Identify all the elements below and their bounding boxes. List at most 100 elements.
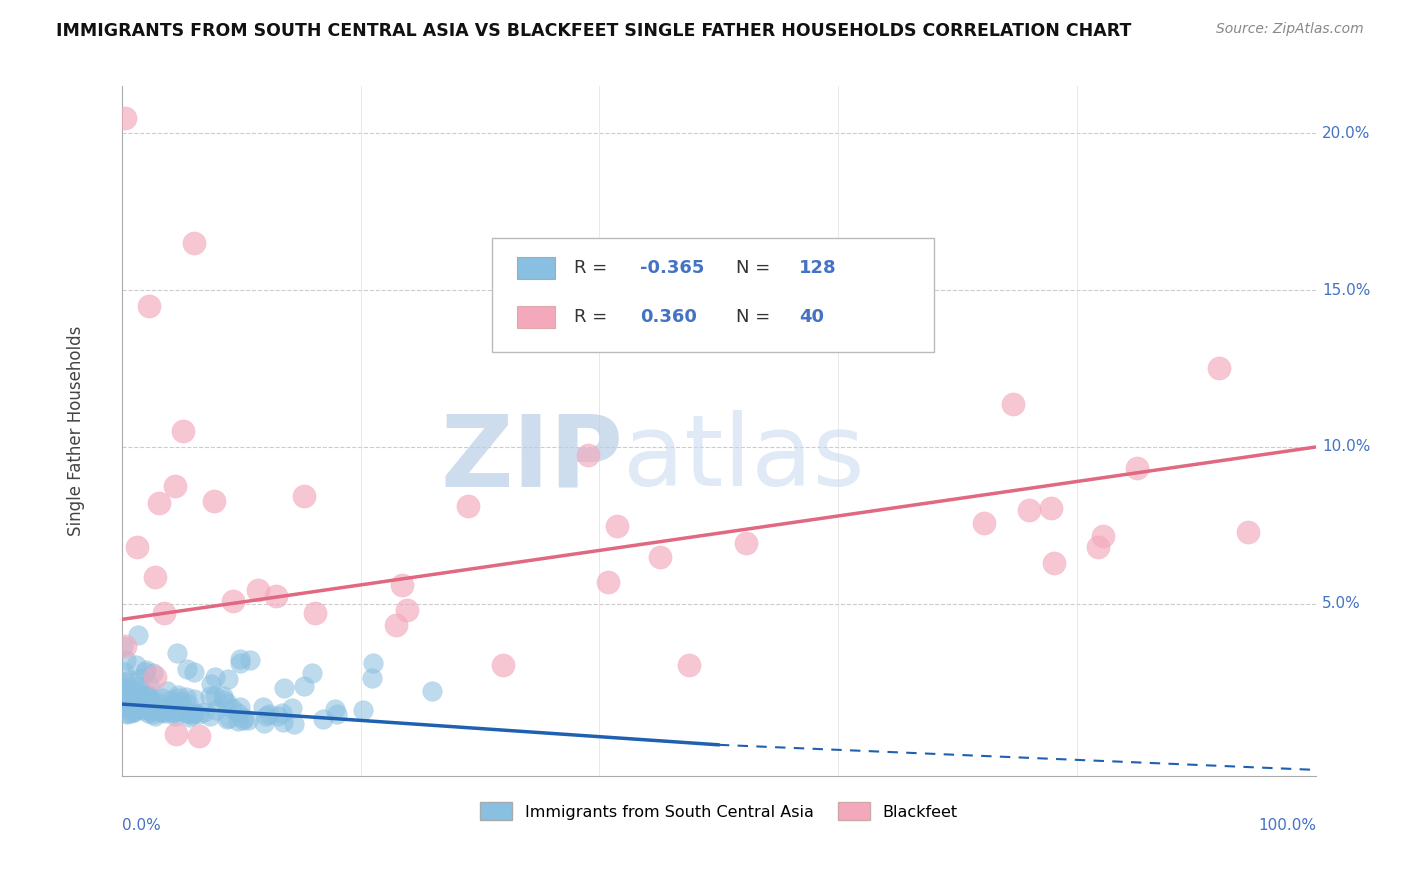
Point [166, 646, 188, 660]
Point [973, 516, 995, 531]
Point [118, 698, 141, 712]
Point [492, 658, 515, 673]
Point [267, 709, 290, 723]
Point [138, 689, 160, 703]
Point [170, 694, 193, 708]
Text: N =: N = [735, 309, 776, 326]
Point [138, 702, 160, 716]
Point [111, 687, 134, 701]
Point [420, 684, 443, 698]
Point [222, 593, 245, 607]
Point [138, 678, 160, 692]
Point [112, 639, 135, 653]
Point [150, 704, 173, 718]
Point [217, 673, 239, 687]
Point [312, 712, 335, 726]
Point [114, 111, 136, 125]
Point [152, 706, 174, 720]
Point [138, 299, 160, 313]
Text: N =: N = [735, 259, 776, 277]
Point [266, 589, 288, 603]
Point [239, 653, 262, 667]
Point [129, 672, 152, 686]
Point [135, 689, 157, 703]
Point [172, 424, 194, 438]
Point [385, 617, 408, 632]
Point [292, 489, 315, 503]
Point [163, 706, 186, 721]
Point [177, 706, 200, 720]
Point [253, 715, 276, 730]
Point [232, 711, 254, 725]
Point [122, 704, 145, 718]
Point [735, 535, 758, 549]
Point [304, 606, 326, 620]
Legend: Immigrants from South Central Asia, Blackfeet: Immigrants from South Central Asia, Blac… [474, 796, 965, 827]
Text: Single Father Households: Single Father Households [67, 326, 86, 536]
Text: 10.0%: 10.0% [1322, 440, 1371, 454]
Point [120, 687, 142, 701]
Point [136, 702, 159, 716]
Text: 0.0%: 0.0% [122, 818, 160, 832]
Point [143, 708, 166, 723]
Point [120, 687, 142, 701]
Point [115, 684, 138, 698]
Point [301, 665, 323, 680]
Text: ZIP: ZIP [440, 410, 623, 508]
Point [115, 682, 138, 697]
Text: 15.0%: 15.0% [1322, 283, 1371, 298]
Point [232, 713, 254, 727]
Point [115, 706, 138, 721]
Point [142, 706, 165, 721]
Point [143, 570, 166, 584]
Point [323, 701, 346, 715]
Point [236, 713, 259, 727]
Point [162, 697, 184, 711]
Point [117, 701, 139, 715]
Point [159, 693, 181, 707]
Point [246, 582, 269, 597]
Point [217, 696, 239, 710]
Point [188, 729, 211, 743]
Point [200, 677, 222, 691]
Point [120, 706, 142, 721]
Point [146, 695, 169, 709]
FancyBboxPatch shape [517, 257, 555, 279]
Point [678, 658, 700, 673]
Point [118, 698, 141, 712]
Point [352, 703, 374, 717]
Point [1237, 524, 1260, 539]
Point [205, 702, 228, 716]
Point [127, 628, 149, 642]
Point [166, 691, 188, 706]
Point [153, 606, 176, 620]
Point [326, 707, 349, 722]
Point [124, 682, 146, 697]
Text: 40: 40 [799, 309, 824, 326]
Point [271, 714, 294, 729]
Point [150, 702, 173, 716]
Point [596, 574, 619, 589]
Point [211, 689, 233, 703]
Point [281, 701, 304, 715]
Point [198, 690, 221, 704]
Point [226, 706, 249, 720]
Point [115, 698, 138, 713]
Point [129, 701, 152, 715]
Point [163, 709, 186, 723]
Point [163, 704, 186, 718]
Text: 100.0%: 100.0% [1258, 818, 1316, 832]
Point [150, 691, 173, 706]
Point [112, 665, 135, 679]
Point [143, 670, 166, 684]
Point [457, 499, 479, 513]
Point [114, 674, 136, 689]
Point [257, 707, 280, 722]
FancyBboxPatch shape [517, 307, 555, 328]
Point [117, 706, 139, 721]
Point [648, 549, 671, 564]
Point [122, 705, 145, 719]
Point [148, 705, 170, 719]
Point [1040, 500, 1063, 515]
Point [361, 656, 384, 670]
